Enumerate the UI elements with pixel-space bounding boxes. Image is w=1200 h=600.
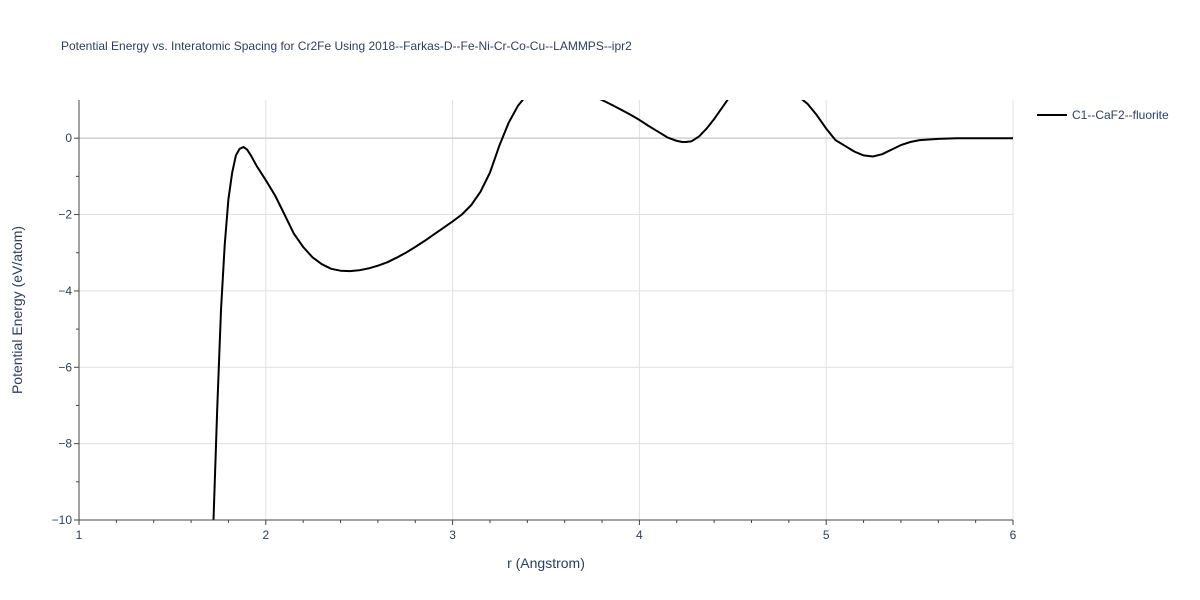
y-tick-label: −2 — [58, 208, 72, 222]
y-tick-label: 0 — [65, 131, 72, 145]
series-line — [212, 100, 1013, 520]
x-tick-label: 6 — [1010, 528, 1017, 542]
x-tick-label: 1 — [76, 528, 83, 542]
x-tick-label: 2 — [262, 528, 269, 542]
grid — [79, 100, 1014, 520]
x-tick-label: 3 — [449, 528, 456, 542]
legend-label: C1--CaF2--fluorite — [1072, 108, 1169, 122]
x-tick-label: 5 — [823, 528, 830, 542]
x-tick-label: 4 — [636, 528, 643, 542]
y-axis-title: Potential Energy (eV/atom) — [9, 226, 25, 394]
axes: 1 2 3 4 5 6 0 −2 −4 −6 −8 −10 — [52, 100, 1017, 542]
y-tick-label: −8 — [58, 437, 72, 451]
y-tick-label: −6 — [58, 360, 72, 374]
series-layer — [212, 100, 1013, 520]
chart-title: Potential Energy vs. Interatomic Spacing… — [61, 39, 632, 53]
y-tick-label: −10 — [52, 513, 73, 527]
x-axis-title: r (Angstrom) — [507, 555, 585, 571]
y-tick-label: −4 — [58, 284, 72, 298]
legend: C1--CaF2--fluorite — [1037, 108, 1169, 122]
